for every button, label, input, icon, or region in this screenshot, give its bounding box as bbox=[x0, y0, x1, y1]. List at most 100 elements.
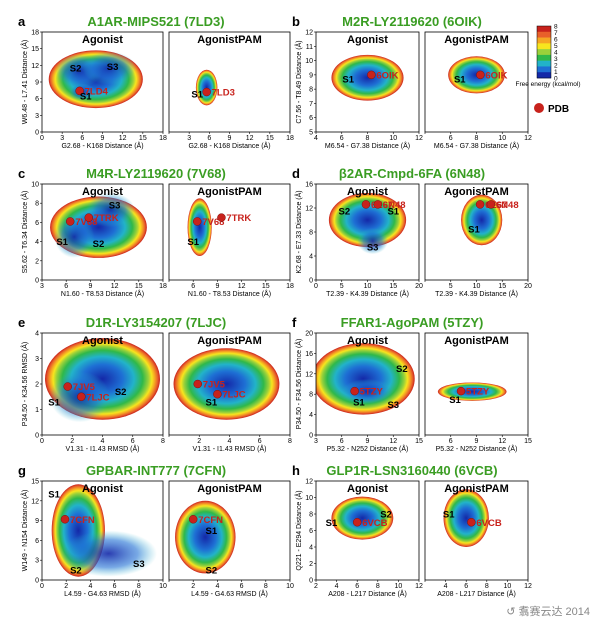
panel-title: M2R-LY2119620 (6OIK) bbox=[342, 14, 482, 29]
x-tick-label: 3 bbox=[40, 283, 44, 290]
pdb-marker bbox=[486, 200, 496, 209]
x-tick-label: 20 bbox=[524, 283, 532, 290]
pdb-marker bbox=[75, 86, 84, 96]
energy-basin bbox=[341, 378, 394, 405]
y-tick-label: 12 bbox=[305, 206, 313, 213]
y-axis-label: W149 - N154 Distance (Å) bbox=[20, 490, 29, 572]
energy-basin bbox=[437, 382, 507, 401]
colorbar-tick-label: 8 bbox=[554, 24, 558, 31]
energy-basin bbox=[443, 489, 489, 547]
view-agonist: Agonist 3 6 9 12 15 18 0 2 4 6 8 10 N1.60 - T8.53 Dis… bbox=[31, 182, 167, 299]
x-tick-label: 9 bbox=[228, 135, 232, 142]
pdb-marker bbox=[193, 379, 202, 389]
y-tick-label: 0 bbox=[35, 433, 39, 440]
x-tick-label: 6 bbox=[240, 583, 244, 590]
pdb-marker bbox=[217, 213, 226, 222]
x-tick-label: 9 bbox=[475, 438, 479, 445]
colorbar-tick-label: 0 bbox=[554, 76, 558, 83]
colorbar-frame bbox=[536, 25, 552, 79]
y-tick-label: 9 bbox=[309, 72, 313, 79]
y-tick-label: 8 bbox=[309, 512, 313, 519]
pdb-marker bbox=[60, 515, 70, 524]
x-tick-label: 6 bbox=[131, 438, 135, 445]
x-tick-label: 5 bbox=[340, 283, 344, 290]
state-label: S3 bbox=[107, 62, 119, 73]
x-tick-label: 6 bbox=[191, 283, 195, 290]
y-tick-label: 6 bbox=[309, 528, 313, 535]
x-tick-label: 2 bbox=[314, 583, 318, 590]
x-tick-label: 6 bbox=[355, 583, 359, 590]
x-axis-label: N1.60 - T8.53 Distance (Å) bbox=[61, 289, 144, 298]
colorbar-tick-label: 7 bbox=[554, 30, 558, 37]
x-tick-label: 6 bbox=[449, 135, 453, 142]
colorbar-segment bbox=[537, 26, 551, 33]
y-tick-label: 0 bbox=[309, 433, 313, 440]
colorbar-tick-label: 6 bbox=[554, 37, 558, 44]
energy-landscape bbox=[316, 343, 415, 415]
view-agonistpam: AgonistPAM 2 4 6 8 10 L4.59 - G4.63 RMSD (Å) 7C… bbox=[168, 480, 294, 598]
x-tick-label: 15 bbox=[139, 135, 147, 142]
state-label: S1 bbox=[48, 397, 60, 408]
x-axis-label: N1.60 - T8.53 Distance (Å) bbox=[188, 289, 271, 298]
x-tick-label: 18 bbox=[159, 135, 167, 142]
y-tick-label: 2 bbox=[35, 258, 39, 265]
colorbar-tick-label: 5 bbox=[554, 43, 558, 50]
state-label: S3 bbox=[133, 559, 145, 570]
view-type-label: AgonistPAM bbox=[197, 335, 262, 347]
energy-basin bbox=[175, 500, 236, 574]
x-axis-label: V1.31 - I1.43 RMSD (Å) bbox=[193, 444, 267, 453]
pdb-label: 6E67 bbox=[371, 200, 393, 211]
pdb-marker bbox=[352, 518, 362, 527]
x-tick-label: 15 bbox=[498, 283, 506, 290]
y-tick-label: 6 bbox=[35, 538, 39, 545]
energy-landscape bbox=[45, 338, 160, 423]
pdb-label: 6VCB bbox=[476, 518, 501, 529]
energy-basin bbox=[357, 227, 389, 255]
x-tick-label: 9 bbox=[215, 283, 219, 290]
panel-title: D1R-LY3154207 (7LJC) bbox=[86, 315, 226, 330]
state-label: S2 bbox=[70, 566, 82, 577]
energy-basin bbox=[54, 215, 95, 258]
x-tick-label: 4 bbox=[314, 135, 318, 142]
y-tick-label: 8 bbox=[309, 392, 313, 399]
view-agonistpam: AgonistPAM 4 6 8 10 12 A208 - L217 Distance (Å… bbox=[424, 480, 532, 598]
colorbar-tick-label: 3 bbox=[554, 56, 558, 63]
pdb-marker bbox=[456, 386, 466, 396]
x-tick-label: 4 bbox=[88, 583, 92, 590]
state-label: S1 bbox=[342, 75, 354, 86]
colorbar-segment bbox=[537, 72, 551, 79]
energy-landscape bbox=[187, 198, 212, 256]
colorbar-title: Free energy (kcal/mol) bbox=[515, 81, 580, 88]
pdb-marker bbox=[367, 70, 376, 80]
state-label: S1 bbox=[454, 75, 466, 86]
state-label: S2 bbox=[380, 510, 392, 521]
y-tick-label: 8 bbox=[35, 201, 39, 208]
x-tick-label: 8 bbox=[485, 583, 489, 590]
state-label: S3 bbox=[109, 201, 121, 212]
x-axis-label: L4.59 - G4.63 RMSD (Å) bbox=[191, 589, 268, 598]
view-type-label: AgonistPAM bbox=[444, 335, 509, 347]
x-tick-label: 6 bbox=[207, 135, 211, 142]
pdb-label: 6N48 bbox=[383, 200, 406, 211]
x-tick-label: 12 bbox=[524, 135, 532, 142]
energy-basin bbox=[82, 51, 137, 85]
colorbar-segment bbox=[537, 66, 551, 73]
x-tick-label: 3 bbox=[60, 135, 64, 142]
y-axis-label: Q221 - E294 Distance (Å) bbox=[294, 490, 303, 570]
watermark: ↺ 翥赛云达 2014 bbox=[506, 606, 590, 618]
x-tick-label: 15 bbox=[266, 135, 274, 142]
panel-title: GPBAR-INT777 (7CFN) bbox=[86, 463, 226, 478]
x-axis-label: T2.39 - K4.39 Distance (Å) bbox=[435, 289, 518, 298]
x-tick-label: 10 bbox=[473, 283, 481, 290]
energy-landscape bbox=[437, 382, 507, 401]
y-tick-label: 2 bbox=[35, 382, 39, 389]
x-tick-label: 6 bbox=[340, 135, 344, 142]
panel-h: h GLP1R-LSN3160440 (6VCB) Q221 - E294 Dist… bbox=[292, 463, 532, 598]
state-label: S2 bbox=[206, 566, 218, 577]
y-tick-label: 12 bbox=[31, 498, 39, 505]
x-tick-label: 4 bbox=[101, 438, 105, 445]
x-tick-label: 8 bbox=[366, 135, 370, 142]
x-tick-label: 0 bbox=[40, 135, 44, 142]
plot-frame bbox=[41, 183, 164, 281]
